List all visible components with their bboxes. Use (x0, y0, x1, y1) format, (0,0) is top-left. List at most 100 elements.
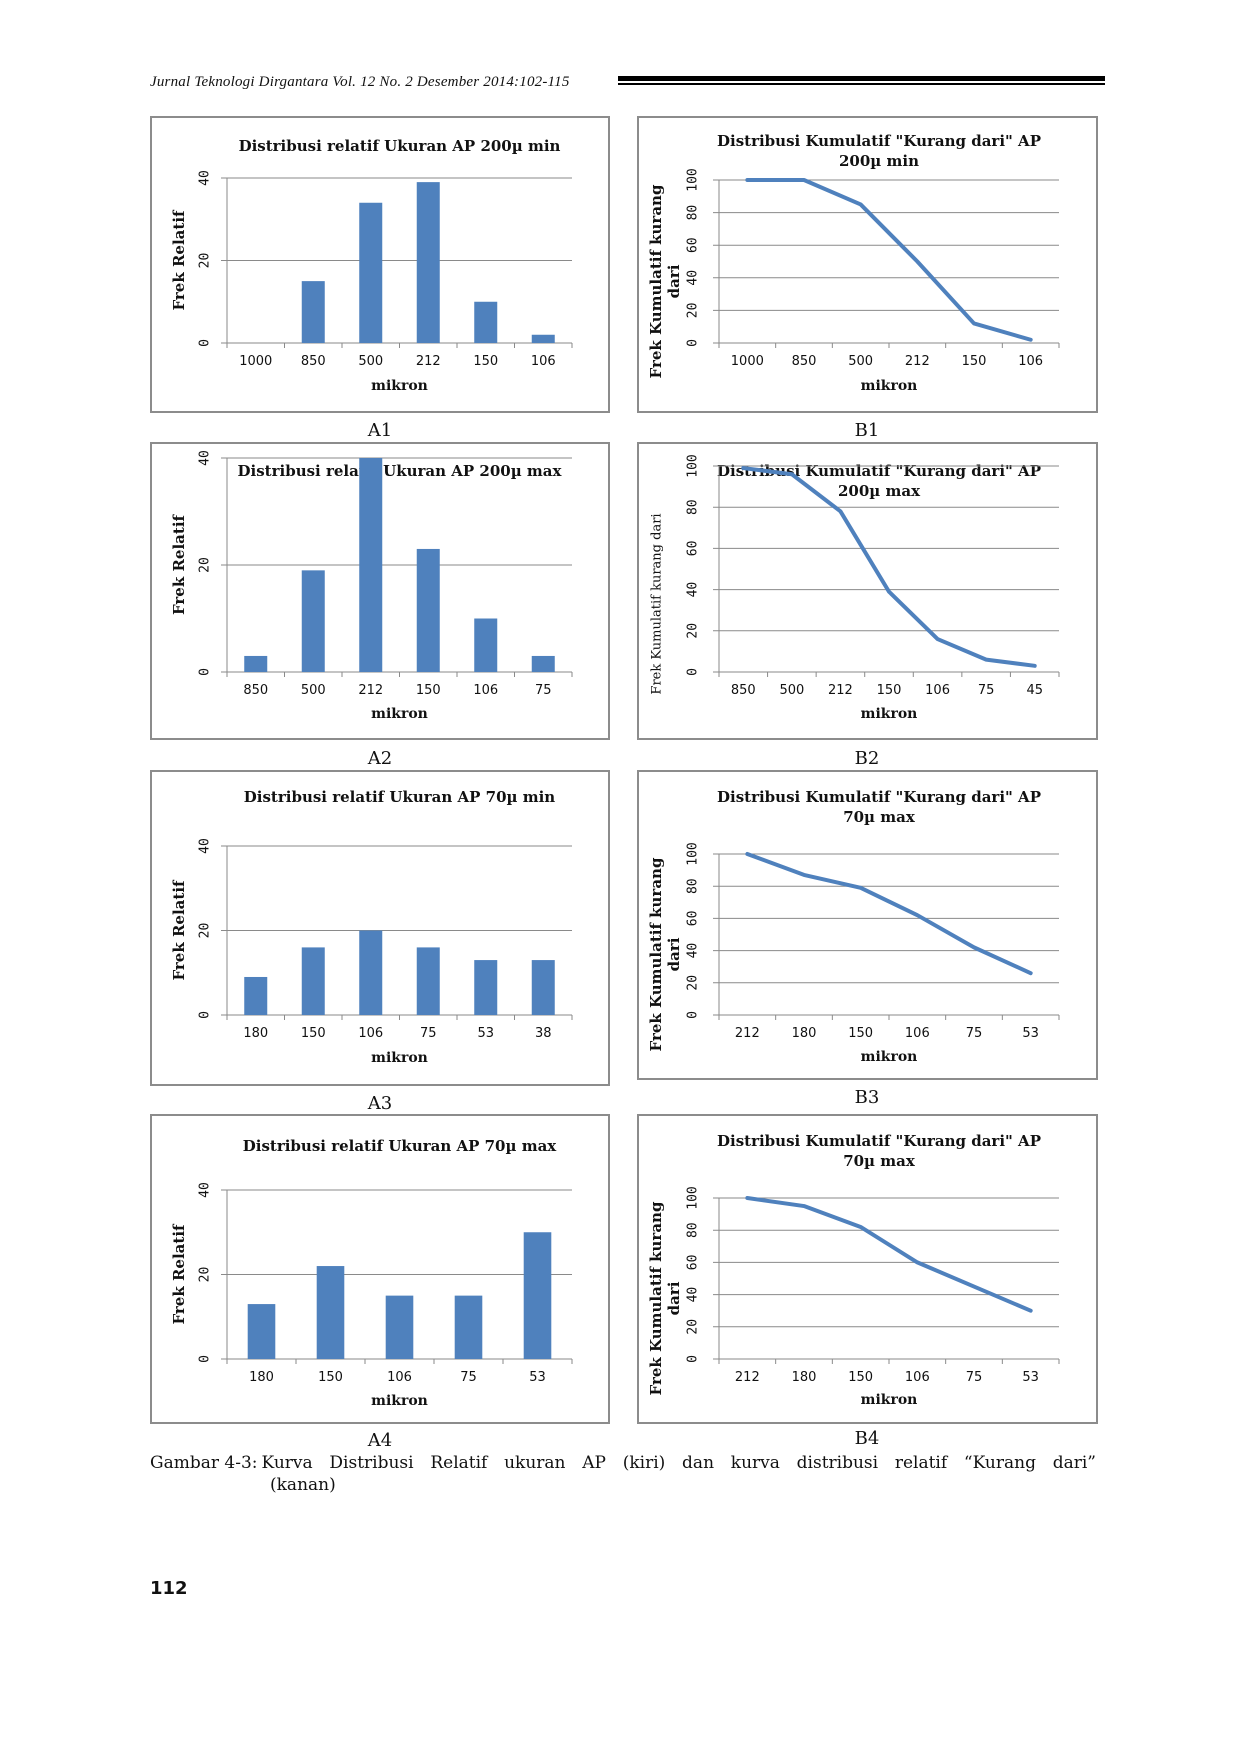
y-tick-label: 20 (198, 253, 213, 269)
x-tick-label: 150 (416, 683, 441, 698)
y-axis-label: Frek Relatif (170, 513, 188, 615)
x-tick-label: 53 (1022, 1026, 1039, 1041)
x-tick-label: 212 (735, 1026, 760, 1041)
chart-title-line: Distribusi Kumulatif "Kurang dari" AP (717, 1132, 1041, 1150)
chart-title-line: Distribusi relatif Ukuran AP 200µ max (238, 462, 563, 480)
y-tick-label: 40 (198, 450, 213, 466)
bar-38 (531, 960, 555, 1015)
bar-500 (301, 570, 325, 672)
x-tick-label: 500 (779, 683, 804, 698)
x-tick-label: 106 (473, 683, 498, 698)
series-line (745, 1196, 1033, 1313)
y-axis-label: Frek Kumulatif kurang (647, 857, 665, 1051)
page-number: 112 (150, 1578, 188, 1599)
y-tick-label: 60 (686, 911, 701, 927)
y-tick-label: 0 (686, 1355, 701, 1363)
x-tick-label: 53 (529, 1370, 546, 1385)
x-axis-label: mikron (371, 1050, 428, 1066)
chart-svg: Distribusi Kumulatif "Kurang dari" AP200… (650, 454, 1060, 722)
chart-label-b1: B1 (854, 420, 880, 441)
journal-header-text: Jurnal Teknologi Dirgantara Vol. 12 No. … (150, 74, 570, 90)
chart-label-b3: B3 (854, 1087, 880, 1108)
y-tick-label: 20 (198, 923, 213, 939)
x-tick-label: 75 (535, 683, 552, 698)
y-tick-label: 40 (686, 1287, 701, 1303)
x-tick-label: 106 (905, 1370, 930, 1385)
x-tick-label: 1000 (239, 354, 272, 369)
x-tick-label: 850 (731, 683, 756, 698)
chart-title-line: Distribusi Kumulatif "Kurang dari" AP (717, 788, 1041, 806)
y-axis-label: Frek Kumulatif kurang (647, 1201, 665, 1395)
bar-850 (301, 281, 325, 343)
x-tick-label: 53 (477, 1026, 494, 1041)
x-tick-label: 212 (828, 683, 853, 698)
y-axis-label: Frek Relatif (170, 1223, 188, 1325)
x-tick-label: 180 (243, 1026, 268, 1041)
y-tick-label: 80 (686, 878, 701, 894)
chart-svg: Distribusi Kumulatif "Kurang dari" AP200… (647, 132, 1060, 394)
y-tick-label: 20 (686, 303, 701, 319)
y-tick-label: 20 (198, 557, 213, 573)
x-tick-label: 850 (792, 354, 817, 369)
bar-53 (474, 960, 498, 1015)
chart-title-line: Distribusi relatif Ukuran AP 200µ min (239, 137, 561, 155)
chart-svg: Distribusi relatif Ukuran AP 200µ min 0 20… (170, 137, 573, 394)
y-tick-label: 80 (686, 205, 701, 221)
x-tick-label: 500 (301, 683, 326, 698)
chart-svg: Distribusi relatif Ukuran AP 70µ max 0 20 4… (170, 1137, 573, 1409)
caption-line-2: (kanan) (270, 1475, 336, 1495)
x-tick-label: 150 (848, 1026, 873, 1041)
x-axis-label: mikron (861, 1049, 918, 1065)
x-tick-label: 106 (387, 1370, 412, 1385)
series-line (745, 178, 1033, 342)
x-tick-label: 75 (460, 1370, 477, 1385)
chart-title-line: Distribusi relatif Ukuran AP 70µ min (244, 788, 556, 806)
figure-caption: Gambar 4-3: Kurva Distribusi Relatif uku… (150, 1452, 1096, 1496)
journal-header: Jurnal Teknologi Dirgantara Vol. 12 No. … (150, 70, 1105, 94)
y-tick-label: 0 (198, 339, 213, 347)
x-tick-label: 45 (1026, 683, 1043, 698)
x-tick-label: 106 (358, 1026, 383, 1041)
x-axis-label: mikron (371, 706, 428, 722)
chart-label-a3: A3 (367, 1093, 393, 1114)
x-tick-label: 180 (792, 1026, 817, 1041)
caption-line-1: Kurva Distribusi Relatif ukuran AP (kiri… (261, 1453, 1097, 1473)
y-tick-label: 60 (686, 1255, 701, 1271)
y-axis-label: dari (665, 1281, 683, 1315)
y-tick-label: 40 (198, 838, 213, 854)
bar-106 (359, 930, 383, 1015)
chart-title-line: 200µ max (838, 482, 921, 500)
y-tick-label: 20 (198, 1267, 213, 1283)
y-tick-label: 60 (686, 541, 701, 557)
x-tick-label: 1000 (731, 354, 764, 369)
y-tick-label: 40 (686, 943, 701, 959)
x-tick-label: 500 (358, 354, 383, 369)
x-tick-label: 150 (301, 1026, 326, 1041)
x-tick-label: 850 (243, 683, 268, 698)
y-tick-label: 40 (686, 582, 701, 598)
bar-150 (316, 1266, 345, 1359)
bar-150 (474, 301, 498, 343)
x-tick-label: 150 (318, 1370, 343, 1385)
chart-label-a2: A2 (367, 748, 393, 769)
y-tick-label: 40 (198, 1182, 213, 1198)
chart-label-a4: A4 (367, 1430, 393, 1451)
bar-75 (531, 655, 555, 672)
bar-850 (244, 655, 268, 672)
x-tick-label: 75 (420, 1026, 437, 1041)
y-axis-label: dari (665, 264, 683, 298)
series-line (745, 852, 1033, 976)
x-tick-label: 75 (966, 1026, 983, 1041)
x-tick-label: 75 (966, 1370, 983, 1385)
y-tick-label: 60 (686, 237, 701, 253)
chart-svg: Distribusi Kumulatif "Kurang dari" AP 70µ… (647, 788, 1060, 1065)
bar-75 (416, 947, 440, 1015)
x-tick-label: 212 (358, 683, 383, 698)
x-axis-label: mikron (371, 378, 428, 394)
chart-svg: Distribusi Kumulatif "Kurang dari" AP 70µ… (647, 1132, 1060, 1408)
y-tick-label: 0 (198, 668, 213, 676)
y-tick-label: 0 (198, 1011, 213, 1019)
x-tick-label: 150 (473, 354, 498, 369)
chart-a4: Distribusi relatif Ukuran AP 70µ max 0 20 4… (150, 1114, 610, 1424)
x-axis-label: mikron (861, 706, 918, 722)
